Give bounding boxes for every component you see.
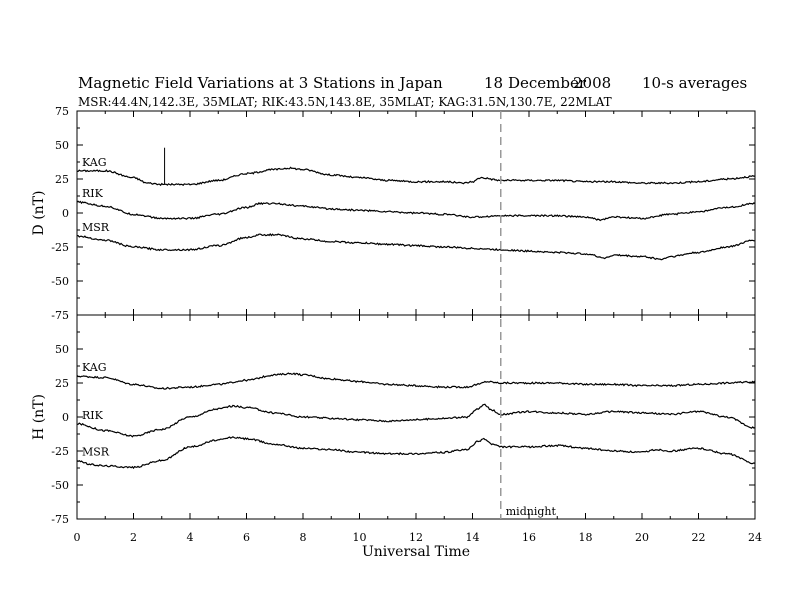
stations-line: MSR:44.4N,142.3E, 35MLAT; RIK:43.5N,143.…	[78, 95, 612, 109]
y-tick-label: 75	[55, 105, 69, 118]
midnight-marker: midnight	[500, 111, 557, 519]
y-tick-label: 0	[62, 411, 69, 424]
x-tick-label: 4	[187, 531, 194, 544]
y-axis-label-H: H (nT)	[31, 394, 47, 440]
y-tick-label: 50	[55, 343, 69, 356]
x-tick-label: 14	[466, 531, 480, 544]
date-day: 18	[484, 74, 503, 92]
y-tick-label: -75	[51, 513, 69, 526]
x-tick-label: 0	[74, 531, 81, 544]
x-tick-label: 24	[748, 531, 762, 544]
x-tick-label: 8	[300, 531, 307, 544]
series-label-rik-H: RIK	[82, 409, 104, 422]
series-line-rik-H	[77, 403, 756, 438]
y-tick-label: 50	[55, 139, 69, 152]
series-line-msr-H	[76, 436, 756, 470]
series-label-kag-H: KAG	[82, 361, 107, 374]
series-line-kag-H	[76, 372, 756, 390]
y-tick-label: -75	[51, 309, 69, 322]
y-tick-label: -50	[51, 275, 69, 288]
averaging-text: 10-s averages	[642, 74, 747, 92]
series-label-msr-D: MSR	[82, 221, 110, 234]
series-line-rik-D	[76, 200, 756, 222]
series-line-msr-D	[77, 233, 755, 261]
y-tick-label: -25	[51, 241, 69, 254]
date-month: December	[508, 74, 587, 92]
series-label-kag-D: KAG	[82, 156, 107, 169]
x-tick-label: 10	[353, 531, 367, 544]
x-tick-label: 18	[579, 531, 593, 544]
x-tick-label: 16	[522, 531, 536, 544]
x-tick-label: 22	[692, 531, 706, 544]
y-axis-label-D: D (nT)	[31, 191, 47, 236]
x-tick-label: 20	[635, 531, 649, 544]
date-year: 2008	[573, 74, 611, 92]
x-axis: 0 2 4 6 8 10 12 14 16 18 20 22 24	[74, 531, 763, 544]
panel-H: 50 25 0 -25 -50 -75 H (nT) KAG RIK MSR	[31, 314, 756, 526]
x-axis-label: Universal Time	[362, 544, 470, 560]
y-tick-label: 0	[62, 207, 69, 220]
x-tick-label: 2	[130, 531, 137, 544]
x-tick-label: 12	[409, 531, 423, 544]
chart-title: Magnetic Field Variations at 3 Stations …	[78, 74, 747, 109]
series-line-kag-D	[76, 166, 756, 187]
midnight-label: midnight	[506, 505, 557, 518]
y-tick-label: 25	[55, 377, 69, 390]
plot-panels: 75 50 25 0 -25 -50 -75 D (nT) KAG RIK MSR 50 25 0 -25 -…	[31, 105, 756, 526]
series-label-rik-D: RIK	[82, 187, 104, 200]
y-tick-label: 25	[55, 173, 69, 186]
y-tick-label: -25	[51, 445, 69, 458]
x-tick-label: 6	[243, 531, 250, 544]
title-text: Magnetic Field Variations at 3 Stations …	[78, 74, 443, 92]
series-label-msr-H: MSR	[82, 446, 110, 459]
panel-frame-H	[76, 314, 756, 520]
y-tick-label: -50	[51, 479, 69, 492]
panel-D: 75 50 25 0 -25 -50 -75 D (nT) KAG RIK MSR	[31, 105, 756, 322]
